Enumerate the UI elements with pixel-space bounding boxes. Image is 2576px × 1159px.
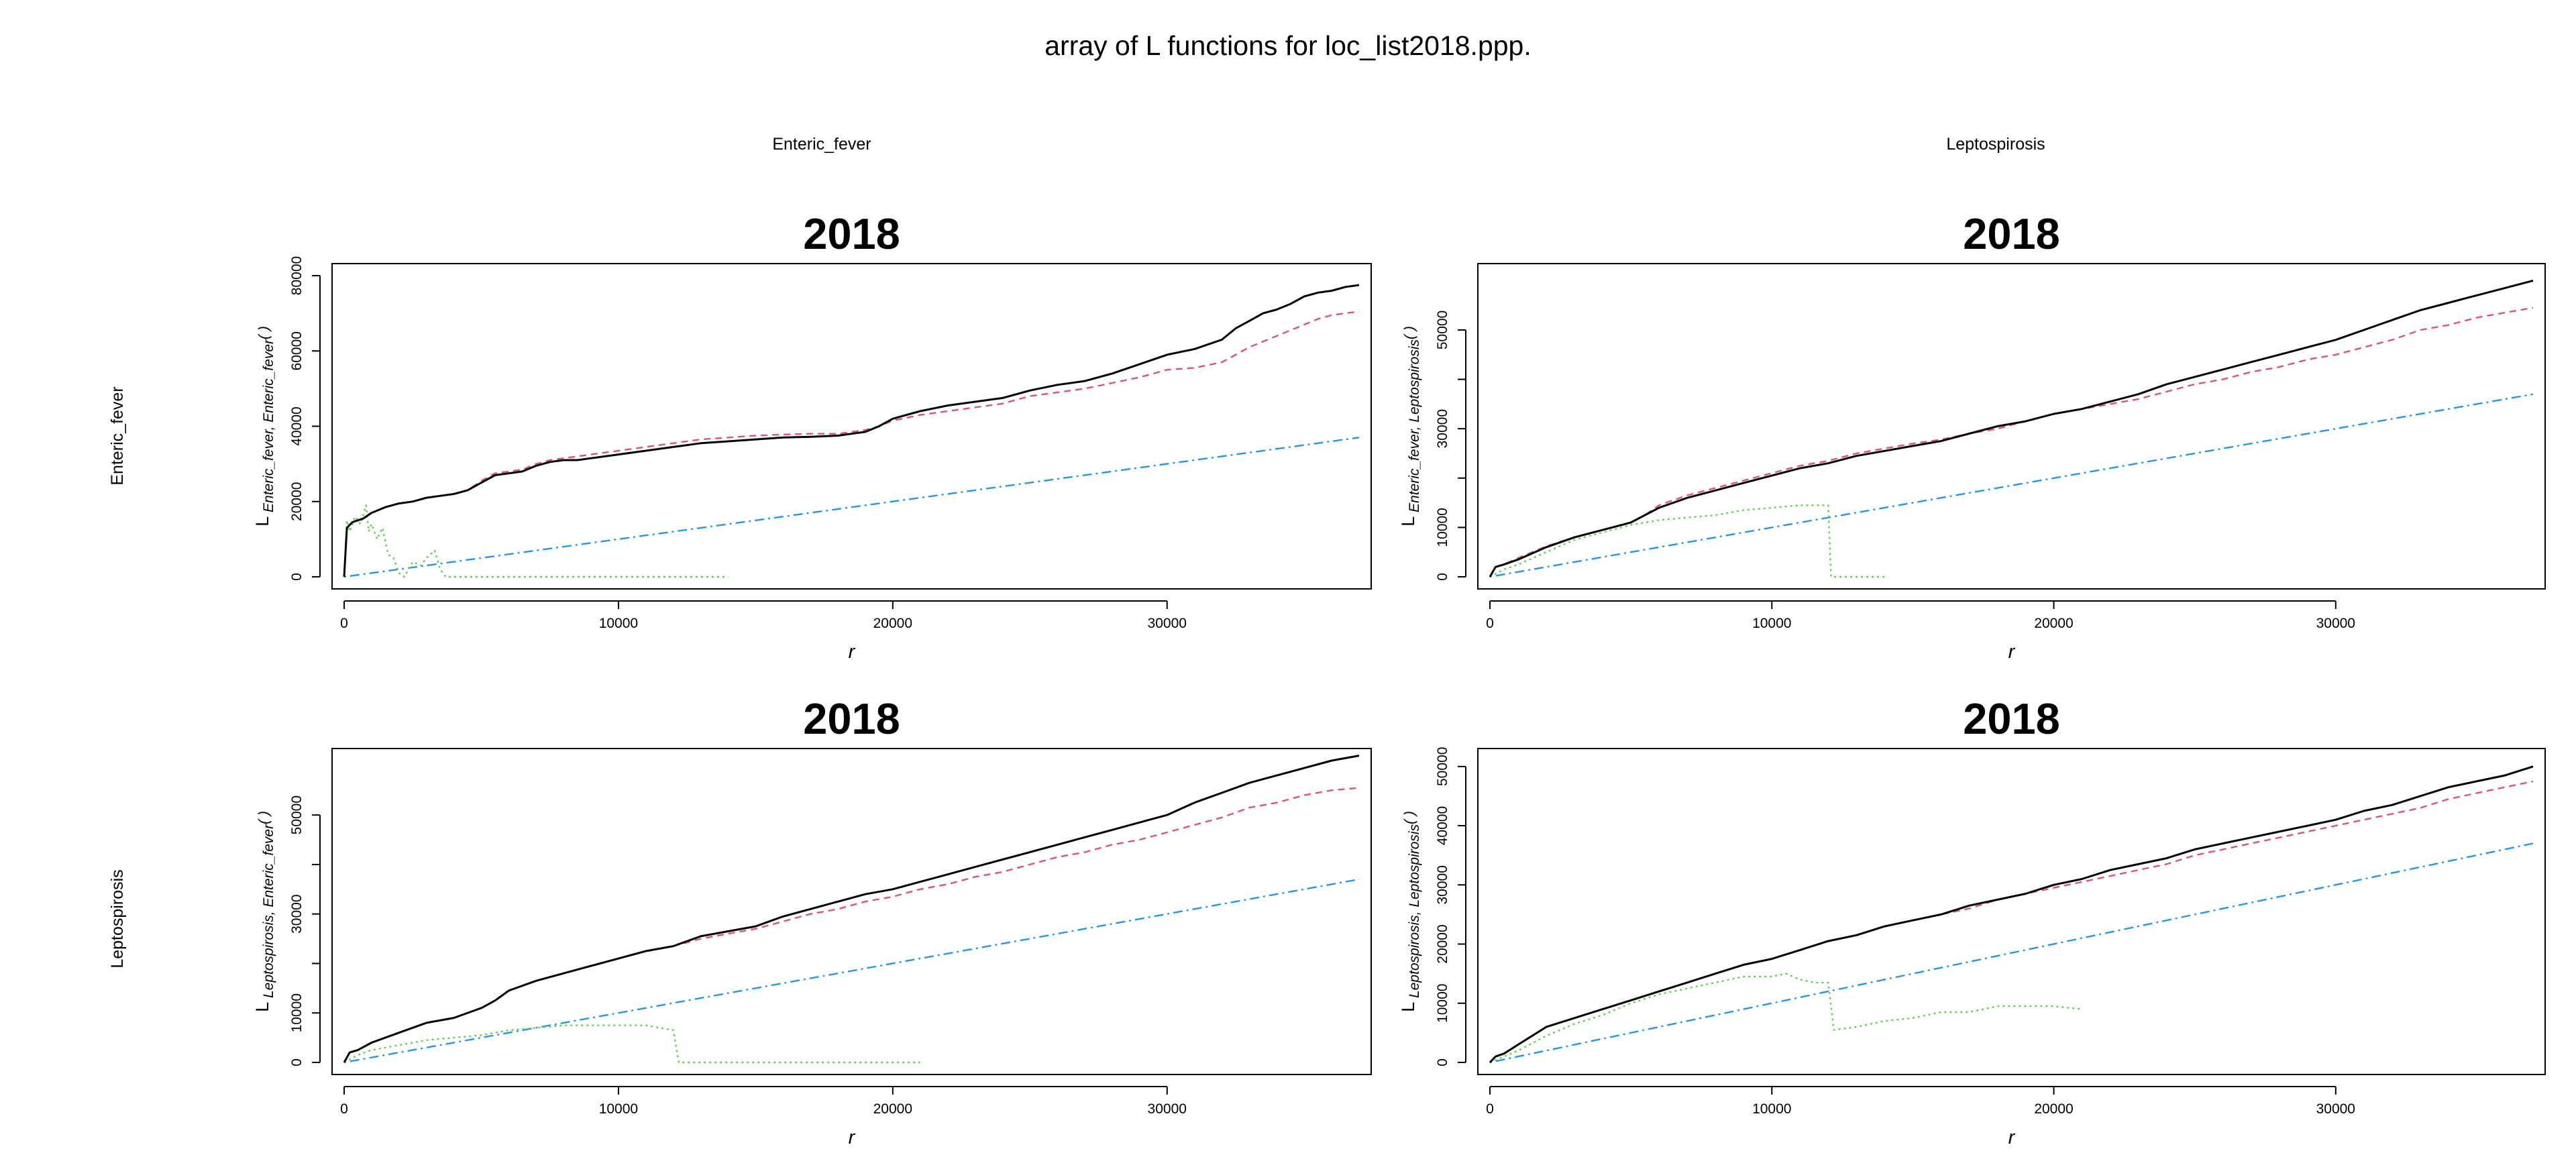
y-axis-label-subscript: Leptospirosis, Enteric_fever (261, 824, 276, 1002)
y-axis-label-main: L (1398, 516, 1418, 527)
x-tick-label: 30000 (1148, 616, 1187, 631)
y-axis-label-subscript: Leptospirosis, Leptospirosis (1407, 824, 1422, 1001)
x-tick-label: 10000 (1752, 616, 1791, 631)
x-tick-label: 10000 (1752, 1101, 1791, 1117)
x-tick-label: 10000 (599, 1101, 638, 1117)
y-tick-label: 10000 (289, 993, 305, 1032)
panel-leptospirosis-vs-enteric-fever: 2018 0 10000 20000 30000 r 0 10000 30000 50000 L L… (252, 694, 1372, 1148)
y-tick-label: 50000 (1435, 311, 1450, 349)
series-line-dotted (343, 504, 729, 578)
y-tick-label: 0 (1435, 1058, 1450, 1066)
x-axis-label: r (2008, 1127, 2016, 1148)
y-axis-label: L Enteric_fever, Leptospirosis( ) (1398, 326, 1422, 527)
y-tick-label: 10000 (1435, 984, 1450, 1023)
series-line-dashed (343, 311, 1360, 577)
panel-title: 2018 (1963, 694, 2060, 743)
row-label-enteric-fever: Enteric_fever (108, 386, 127, 485)
y-axis-label-main: L (1398, 1002, 1418, 1012)
y-axis-label-tail: ( ) (256, 811, 272, 824)
x-axis-label: r (849, 1127, 856, 1148)
series-line-dotted (1489, 973, 2082, 1064)
y-tick-label: 80000 (289, 256, 305, 295)
y-tick-label: 30000 (289, 894, 305, 933)
y-tick-label: 0 (289, 1058, 305, 1066)
x-tick-label: 0 (340, 1101, 348, 1117)
series-line-solid (343, 755, 1360, 1063)
y-axis-label-main: L (252, 516, 272, 527)
y-tick-label: 30000 (1435, 865, 1450, 904)
x-tick-label: 10000 (599, 616, 638, 631)
y-tick-label: 40000 (1435, 806, 1450, 845)
y-tick-label: 40000 (289, 406, 305, 445)
panel-leptospirosis-vs-leptospirosis: 2018 0 10000 20000 30000 r 0 10000 20000 30000 400… (1398, 694, 2546, 1148)
column-label-leptospirosis: Leptospirosis (1946, 135, 2045, 154)
plot-frame (1477, 748, 2546, 1075)
x-tick-label: 0 (1486, 616, 1494, 631)
x-tick-label: 0 (340, 616, 348, 631)
panel-title: 2018 (803, 209, 900, 258)
y-axis-label: L Leptospirosis, Leptospirosis( ) (1398, 811, 1422, 1012)
series-line-solid (343, 284, 1360, 577)
x-tick-label: 0 (1486, 1101, 1494, 1117)
panel-title: 2018 (803, 694, 900, 743)
y-axis-label-tail: ( ) (1402, 326, 1417, 339)
y-axis-label: L Enteric_fever, Enteric_fever( ) (252, 326, 276, 527)
panels-group: 2018 0 10000 20000 30000 r 0 20000 40000 60000 800… (252, 209, 2546, 1148)
x-tick-label: 30000 (2316, 1101, 2355, 1117)
series-line-dashed (1489, 307, 2534, 577)
y-tick-label: 10000 (1435, 508, 1450, 547)
series-line-solid (1489, 279, 2534, 577)
column-label-enteric-fever: Enteric_fever (772, 135, 871, 154)
x-tick-label: 20000 (873, 1101, 912, 1117)
y-axis-label-subscript: Enteric_fever, Enteric_fever (261, 339, 276, 516)
series-line-dotdash (343, 437, 1360, 578)
y-axis-label: L Leptospirosis, Enteric_fever( ) (252, 811, 276, 1012)
x-tick-label: 30000 (1148, 1101, 1187, 1117)
series-line-dotted (343, 1024, 920, 1064)
series-line-dashed (343, 787, 1360, 1063)
series-line-dotdash (1489, 842, 2534, 1064)
y-tick-label: 0 (1435, 573, 1450, 581)
row-label-leptospirosis: Leptospirosis (108, 869, 127, 968)
series-line-solid (1489, 765, 2534, 1064)
panel-title: 2018 (1963, 209, 2060, 258)
x-tick-label: 20000 (2034, 1101, 2073, 1117)
plot-frame (331, 263, 1372, 590)
y-tick-label: 30000 (1435, 409, 1450, 448)
series-line-dotdash (343, 878, 1360, 1064)
series-line-dotdash (1489, 393, 2534, 578)
y-tick-label: 50000 (1435, 747, 1450, 786)
x-axis-label: r (849, 641, 856, 663)
y-axis-label-main: L (252, 1002, 272, 1012)
panel-enteric-fever-vs-leptospirosis: 2018 0 10000 20000 30000 r 0 10000 30000 50000 L E… (1398, 209, 2546, 663)
y-tick-label: 60000 (289, 331, 305, 370)
y-tick-label: 0 (289, 573, 305, 581)
y-tick-label: 20000 (1435, 924, 1450, 963)
series-line-dashed (1489, 780, 2534, 1063)
x-tick-label: 30000 (2316, 616, 2355, 631)
y-axis-label-tail: ( ) (1402, 811, 1417, 824)
panel-enteric-fever-vs-enteric-fever: 2018 0 10000 20000 30000 r 0 20000 40000 60000 800… (252, 209, 1372, 663)
x-axis-label: r (2008, 641, 2016, 663)
y-axis-label-tail: ( ) (256, 326, 272, 339)
y-tick-label: 20000 (289, 482, 305, 521)
x-tick-label: 20000 (2034, 616, 2073, 631)
x-tick-label: 20000 (873, 616, 912, 631)
plot-frame (331, 748, 1372, 1075)
y-tick-label: 50000 (289, 795, 305, 834)
figure-title: array of L functions for loc_list2018.pp… (1044, 30, 1532, 61)
plot-frame (1477, 263, 2546, 590)
y-axis-label-subscript: Enteric_fever, Leptospirosis (1407, 339, 1422, 516)
